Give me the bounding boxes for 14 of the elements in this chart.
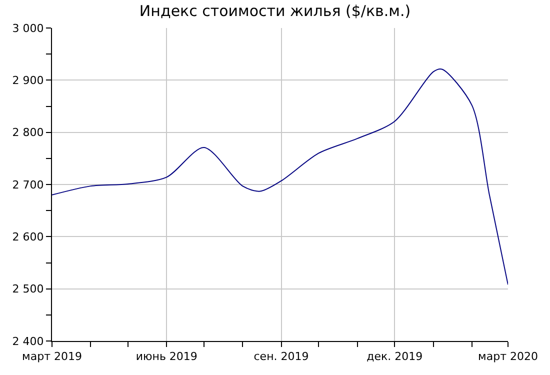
chart-title: Индекс стоимости жилья ($/кв.м.) xyxy=(139,2,411,20)
y-tick-label: 2 700 xyxy=(12,178,44,192)
y-tick-label: 2 400 xyxy=(12,334,44,348)
x-tick-label: сен. 2019 xyxy=(254,350,309,364)
line-series xyxy=(52,68,508,286)
y-tick-label: 2 800 xyxy=(12,126,44,140)
x-tick-label: март 2019 xyxy=(22,350,82,364)
x-tick-label: июнь 2019 xyxy=(136,350,198,364)
x-tick-label: март 2020 xyxy=(478,350,538,364)
y-tick-label: 2 900 xyxy=(12,74,44,88)
y-tick-label: 2 500 xyxy=(12,282,44,296)
y-tick-label: 3 000 xyxy=(12,22,44,35)
x-tick-label: дек. 2019 xyxy=(366,350,423,364)
y-tick-label: 2 600 xyxy=(12,230,44,244)
